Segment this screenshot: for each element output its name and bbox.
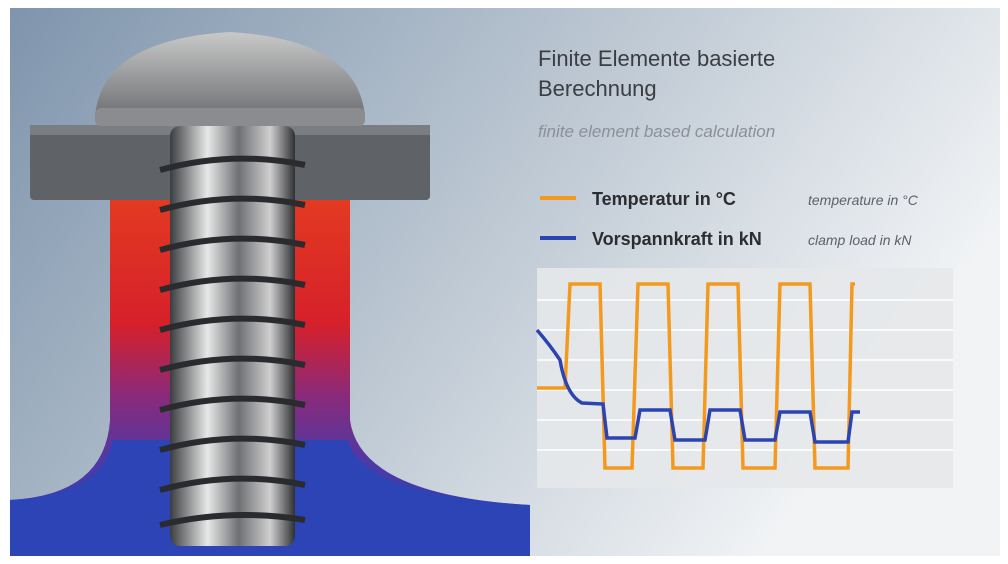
- legend-translation: clamp load in kN: [808, 232, 912, 248]
- title-line: Berechnung: [538, 76, 657, 101]
- title-line: Finite Elemente basierte: [538, 46, 775, 71]
- clamp-load-curve: [535, 328, 860, 444]
- legend-label: Vorspannkraft in kN: [592, 229, 762, 249]
- screw-illustration: [10, 32, 530, 556]
- legend-label: Temperatur in °C: [592, 189, 736, 209]
- subtitle: finite element based calculation: [538, 122, 775, 141]
- legend-translation: temperature in °C: [808, 192, 919, 208]
- plot-panel: [535, 268, 953, 488]
